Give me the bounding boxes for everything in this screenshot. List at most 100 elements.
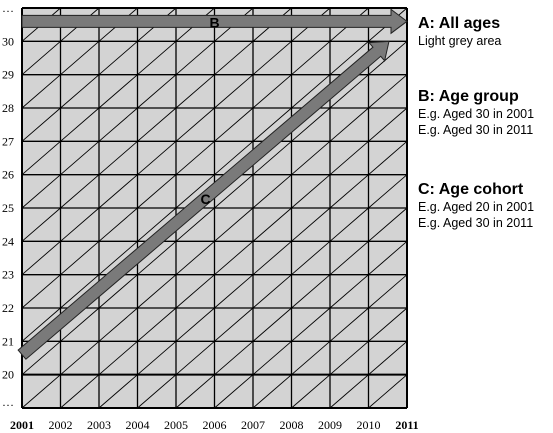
diagonal-line — [368, 274, 408, 309]
diagonal-line — [291, 40, 331, 76]
age-label: 29 — [2, 68, 14, 82]
diagonal-line — [329, 240, 369, 276]
diagonal-line — [98, 307, 138, 342]
diagonal-line — [329, 140, 369, 176]
legend-c-line-1: E.g. Aged 20 in 2001 — [418, 200, 535, 214]
diagonal-line — [175, 174, 215, 209]
diagonal-line — [252, 140, 292, 176]
diagonal-line — [98, 40, 138, 76]
diagonal-line — [137, 40, 177, 76]
diagonal-line — [98, 240, 138, 276]
year-label: 2003 — [87, 418, 111, 432]
diagonal-line — [214, 140, 254, 176]
year-label: 2007 — [241, 418, 265, 432]
diagonal-line — [214, 274, 254, 309]
age-label: 30 — [2, 34, 14, 48]
diagonal-line — [214, 307, 254, 342]
diagonal-line — [252, 340, 292, 376]
age-axis-labels: 2021222324252627282930…… — [2, 1, 14, 409]
diagonal-line — [291, 240, 331, 276]
age-label: 26 — [2, 168, 14, 182]
diagonal-line — [368, 107, 408, 142]
diagonal-line — [175, 207, 215, 242]
diagonal-line — [60, 140, 100, 176]
diagonal-line — [21, 207, 61, 242]
diagonal-line — [137, 374, 177, 409]
year-label: 2002 — [49, 418, 73, 432]
diagonal-line — [21, 174, 61, 209]
age-label: 23 — [2, 268, 14, 282]
diagonal-line — [98, 374, 138, 409]
diagonal-line — [21, 374, 61, 409]
diagonal-line — [252, 307, 292, 342]
diagonal-line — [60, 274, 100, 309]
diagonal-line — [329, 207, 369, 242]
diagonal-line — [214, 207, 254, 242]
diagonal-line — [98, 174, 138, 209]
diagonal-line — [137, 274, 177, 309]
arrow-label-b: B — [209, 14, 219, 30]
age-label: … — [2, 395, 14, 409]
diagonal-line — [21, 140, 61, 176]
diagonal-line — [21, 340, 61, 376]
diagonal-line — [175, 374, 215, 409]
legend-b-title: B: Age group — [418, 88, 519, 105]
diagonal-line — [98, 274, 138, 309]
diagonal-line — [214, 340, 254, 376]
diagonal-line — [137, 307, 177, 342]
diagonal-line — [214, 240, 254, 276]
diagonal-line — [60, 207, 100, 242]
diagonal-line — [60, 107, 100, 142]
diagonal-line — [252, 374, 292, 409]
diagonal-line — [21, 40, 61, 76]
diagonal-line — [98, 74, 138, 109]
diagonal-line — [368, 140, 408, 176]
diagonal-line — [175, 140, 215, 176]
diagonal-line — [252, 274, 292, 309]
diagonal-line — [60, 340, 100, 376]
diagonal-line — [214, 40, 254, 76]
diagonal-line — [98, 207, 138, 242]
diagonal-line — [329, 74, 369, 109]
diagonal-line — [21, 307, 61, 342]
diagonal-line — [329, 274, 369, 309]
diagonal-line — [137, 174, 177, 209]
diagonal-line — [137, 107, 177, 142]
diagonal-line — [214, 174, 254, 209]
diagonal-lines — [21, 7, 408, 409]
legend-b-line-2: E.g. Aged 30 in 2011 — [418, 123, 534, 137]
year-label: 2001 — [10, 418, 34, 432]
legend-c-title: C: Age cohort — [418, 181, 524, 198]
diagonal-line — [137, 207, 177, 242]
year-label: 2010 — [357, 418, 381, 432]
diagonal-line — [291, 307, 331, 342]
diagonal-line — [137, 340, 177, 376]
year-label: 2011 — [395, 418, 418, 432]
diagonal-line — [329, 40, 369, 76]
diagonal-line — [329, 107, 369, 142]
year-axis-labels: 2001 2002 2003 2004 2005 2006 2007 2008 2009 2010… — [10, 418, 419, 432]
diagonal-line — [368, 240, 408, 276]
grid-lines — [21, 7, 408, 409]
diagonal-line — [252, 207, 292, 242]
legend-age-group: B: Age group E.g. Aged 30 in 2001 E.g. A… — [418, 87, 534, 138]
diagonal-line — [291, 107, 331, 142]
age-label: 28 — [2, 101, 14, 115]
age-label: 25 — [2, 201, 14, 215]
diagonal-line — [329, 307, 369, 342]
diagonal-line — [60, 307, 100, 342]
age-label: 22 — [2, 301, 14, 315]
diagonal-line — [368, 374, 408, 409]
diagonal-line — [291, 340, 331, 376]
diagonal-line — [137, 74, 177, 109]
diagonal-line — [252, 240, 292, 276]
diagonal-line — [175, 274, 215, 309]
diagonal-line — [329, 174, 369, 209]
diagonal-line — [252, 174, 292, 209]
diagonal-line — [214, 107, 254, 142]
legend-c-line-2: E.g. Aged 30 in 2011 — [418, 216, 534, 230]
diagonal-line — [329, 374, 369, 409]
legend-all-ages: A: All ages Light grey area — [418, 14, 501, 49]
diagonal-line — [368, 74, 408, 109]
